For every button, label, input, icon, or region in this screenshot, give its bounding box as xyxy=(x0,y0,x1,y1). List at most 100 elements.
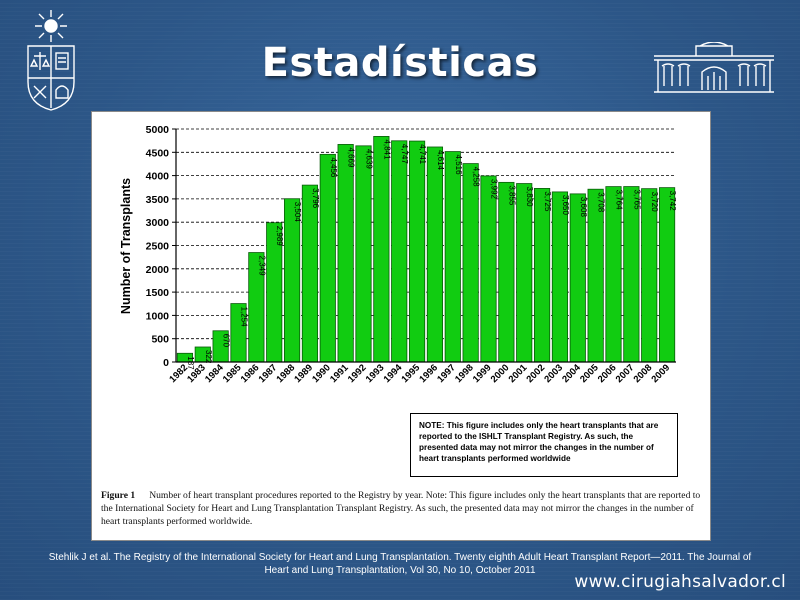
citation: Stehlik J et al. The Registry of the Int… xyxy=(0,551,800,577)
data-label-1993: 4,841 xyxy=(382,139,391,160)
bar-1995 xyxy=(408,140,426,363)
hospital-building-logo xyxy=(654,42,774,93)
slide-title: Estadísticas xyxy=(261,40,539,86)
caption-label: Figure 1 xyxy=(101,490,136,501)
note-box: NOTE: This figure includes only the hear… xyxy=(410,413,678,477)
data-label-1994: 4,747 xyxy=(400,144,409,165)
bar-1993 xyxy=(373,136,390,363)
x-tick-label-2003: 2003 xyxy=(542,362,565,385)
x-tick-label-1998: 1998 xyxy=(453,362,476,385)
data-label-1989: 3,796 xyxy=(311,188,320,209)
x-tick-label-2008: 2008 xyxy=(632,362,655,385)
figure-caption: Figure 1 Number of heart transplant proce… xyxy=(101,489,701,528)
data-label-2005: 3,708 xyxy=(597,192,606,213)
x-tick-label-1985: 1985 xyxy=(221,362,244,385)
bar-1991 xyxy=(337,144,354,363)
x-tick-label-1996: 1996 xyxy=(417,362,440,385)
x-tick-label-1986: 1986 xyxy=(239,362,262,385)
y-tick-label: 1000 xyxy=(146,310,170,322)
y-tick-label: 4000 xyxy=(146,171,170,183)
bar-2005 xyxy=(587,188,604,363)
data-label-1984: 670 xyxy=(222,334,231,348)
data-label-2003: 3,650 xyxy=(561,195,570,216)
x-tick-label-1984: 1984 xyxy=(203,362,226,385)
y-tick-label: 2000 xyxy=(146,264,170,276)
bar-2004 xyxy=(569,193,586,363)
bar-2002 xyxy=(533,188,551,363)
bar-1988 xyxy=(283,198,301,363)
data-label-1998: 4,258 xyxy=(472,167,481,188)
y-tick-label: 3000 xyxy=(146,217,170,229)
caption-text: Number of heart transplant procedures re… xyxy=(101,490,701,527)
data-label-2001: 3,830 xyxy=(525,187,534,208)
data-label-1982: 187 xyxy=(186,356,195,370)
bar-2009 xyxy=(658,187,676,363)
x-tick-label-2009: 2009 xyxy=(649,362,672,385)
data-label-1999: 3,992 xyxy=(490,179,499,200)
x-tick-label-1987: 1987 xyxy=(257,362,280,385)
data-label-1990: 4,456 xyxy=(329,157,338,178)
x-tick-label-1988: 1988 xyxy=(274,362,297,385)
bar-2000 xyxy=(498,181,515,363)
x-tick-label-2001: 2001 xyxy=(507,362,530,385)
x-tick-label-1991: 1991 xyxy=(328,362,351,385)
x-tick-label-1990: 1990 xyxy=(310,362,333,385)
y-tick-label: 1500 xyxy=(146,287,170,299)
y-tick-label: 4500 xyxy=(146,147,170,159)
transplants-bar-chart: Number of Transplants 187 322 670 1,254 2,34… xyxy=(119,124,677,385)
data-label-2008: 3,720 xyxy=(650,192,659,213)
y-tick-label: 2500 xyxy=(146,241,170,253)
data-label-2002: 3,725 xyxy=(543,191,552,212)
data-label-2000: 3,855 xyxy=(507,185,516,206)
data-label-1988: 3,504 xyxy=(293,202,302,223)
figure-panel: Number of Transplants 187 322 670 1,254 2,34… xyxy=(91,111,711,541)
x-tick-label-2007: 2007 xyxy=(614,362,637,385)
x-tick-label-1989: 1989 xyxy=(292,362,315,385)
x-tick-label-1992: 1992 xyxy=(346,362,369,385)
y-tick-label: 0 xyxy=(163,357,169,369)
x-tick-label-1999: 1999 xyxy=(471,362,494,385)
citation-line-1: Stehlik J et al. The Registry of the Int… xyxy=(48,552,752,563)
data-label-1997: 4,516 xyxy=(454,155,463,176)
bar-1998 xyxy=(462,163,479,363)
y-axis-label: Number of Transplants xyxy=(119,178,133,314)
bar-2001 xyxy=(516,183,533,363)
y-tick-label: 500 xyxy=(151,334,169,346)
bar-1992 xyxy=(355,145,372,363)
x-tick-label-1994: 1994 xyxy=(382,362,405,385)
data-label-1995: 4,741 xyxy=(418,144,427,165)
data-label-1996: 4,614 xyxy=(436,150,445,171)
data-label-1983: 322 xyxy=(204,350,213,364)
bar-1994 xyxy=(391,140,408,363)
x-tick-label-2002: 2002 xyxy=(524,362,547,385)
data-label-1987: 2,989 xyxy=(275,226,284,247)
x-tick-label-1995: 1995 xyxy=(399,362,422,385)
bar-2008 xyxy=(641,188,658,363)
bar-1990 xyxy=(319,153,336,363)
data-label-2006: 3,764 xyxy=(615,190,624,211)
website-url[interactable]: www.cirugiahsalvador.cl xyxy=(574,572,786,592)
data-label-1992: 4,639 xyxy=(365,149,374,170)
x-tick-label-2004: 2004 xyxy=(560,362,583,385)
bar-1997 xyxy=(444,151,461,363)
y-tick-label: 3500 xyxy=(146,194,170,206)
bar-2007 xyxy=(623,186,640,363)
university-crest-logo xyxy=(27,10,75,111)
data-label-1991: 4,669 xyxy=(347,147,356,168)
x-tick-label-2005: 2005 xyxy=(578,362,601,385)
x-tick-label-2006: 2006 xyxy=(596,362,619,385)
data-label-2004: 3,608 xyxy=(579,197,588,218)
bar-2006 xyxy=(605,186,622,363)
x-tick-label-1997: 1997 xyxy=(435,362,458,385)
y-tick-label: 5000 xyxy=(146,124,170,136)
x-tick-label-2000: 2000 xyxy=(489,362,512,385)
citation-line-2: Heart and Lung Transplantation, Vol 30, … xyxy=(264,565,536,576)
bar-1996 xyxy=(426,146,444,363)
x-tick-label-1993: 1993 xyxy=(364,362,387,385)
data-label-1985: 1,254 xyxy=(240,307,249,328)
data-label-2009: 3,742 xyxy=(668,191,677,212)
bar-2003 xyxy=(551,191,569,363)
data-label-1986: 2,349 xyxy=(257,256,266,277)
bar-1999 xyxy=(480,175,497,363)
data-label-2007: 3,765 xyxy=(632,190,641,211)
